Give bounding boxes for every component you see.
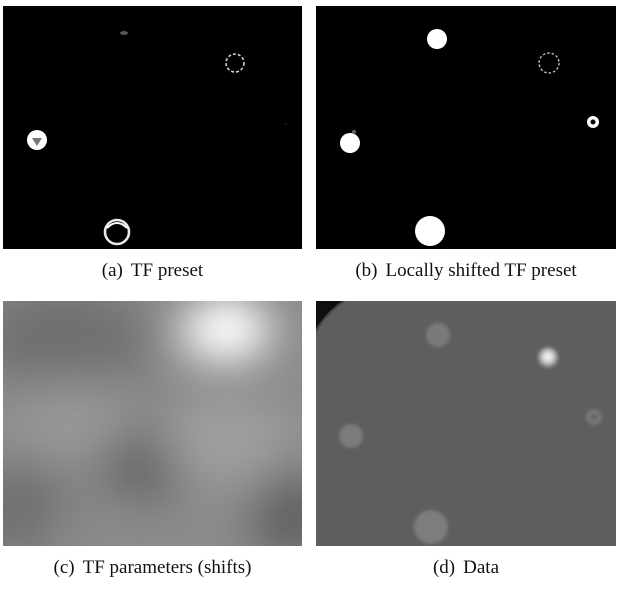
feature-ring bbox=[225, 53, 245, 73]
caption-tag: (a) bbox=[101, 260, 123, 281]
caption-text: TF preset bbox=[130, 260, 204, 281]
feature-blob bbox=[427, 29, 447, 49]
tf-parameters-render bbox=[3, 301, 302, 546]
panel-tf-preset-image bbox=[3, 6, 302, 249]
panel-tf-parameters-image bbox=[3, 301, 302, 546]
caption-tag: (b) bbox=[355, 260, 378, 281]
caption-panel-a: (a) TF preset bbox=[3, 260, 302, 282]
data-render bbox=[316, 301, 616, 546]
feature-blob bbox=[120, 31, 128, 35]
panel-data-image bbox=[316, 301, 616, 546]
feature-ring bbox=[103, 218, 131, 246]
panel-shifted-tf-preset-image bbox=[316, 6, 616, 249]
feature-ring bbox=[538, 52, 560, 74]
caption-tag: (d) bbox=[432, 557, 456, 578]
feature-blob bbox=[340, 133, 360, 153]
caption-panel-c: (c) TF parameters (shifts) bbox=[3, 557, 302, 579]
caption-tag: (c) bbox=[53, 557, 75, 578]
caption-text: TF parameters (shifts) bbox=[82, 557, 252, 578]
data-blob bbox=[537, 347, 559, 369]
caption-panel-b: (b) Locally shifted TF preset bbox=[316, 260, 616, 282]
caption-panel-d: (d) Data bbox=[316, 557, 616, 579]
data-blob bbox=[339, 424, 363, 448]
caption-text: Locally shifted TF preset bbox=[385, 260, 577, 281]
data-blob bbox=[414, 510, 448, 544]
data-blob bbox=[426, 323, 450, 347]
feature-blob bbox=[415, 216, 445, 246]
caption-text: Data bbox=[463, 557, 500, 578]
shifted-tf-preset-render bbox=[316, 6, 616, 249]
tf-preset-render bbox=[3, 6, 302, 249]
